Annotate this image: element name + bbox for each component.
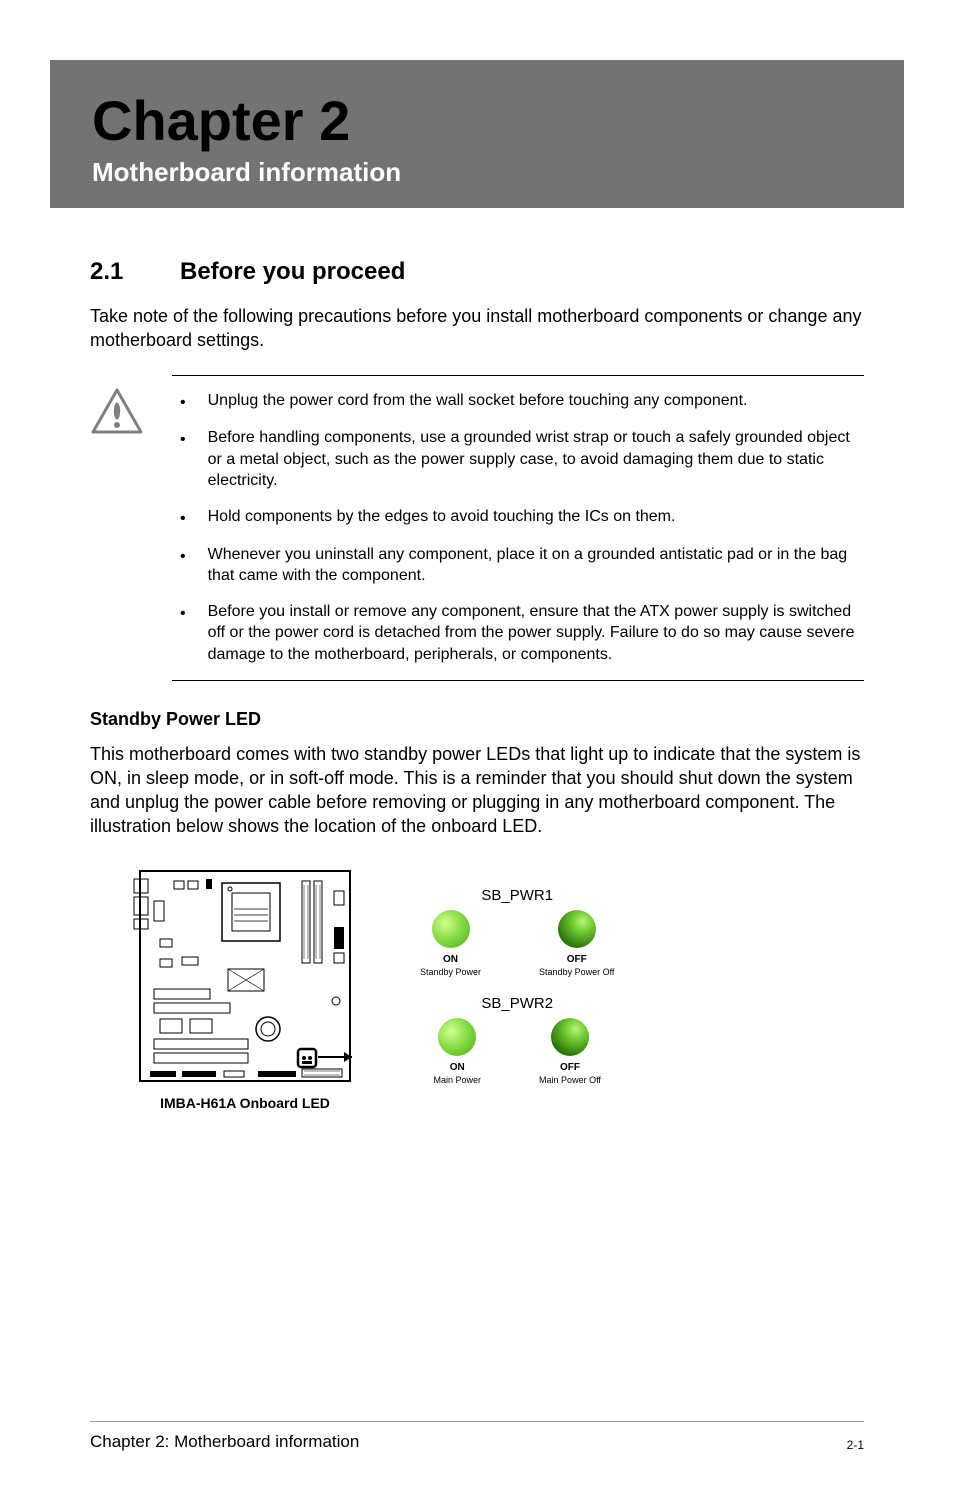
caution-bullet: • Unplug the power cord from the wall soc… (172, 390, 864, 414)
section-number: 2.1 (90, 258, 180, 286)
footer-left: Chapter 2: Motherboard information (90, 1432, 359, 1452)
led-group: SB_PWR2 ON Main Power OFF Main Power Off (420, 995, 614, 1085)
led-off-label: OFF (560, 1062, 580, 1073)
caution-bullet: • Whenever you uninstall any component, p… (172, 544, 864, 587)
chapter-title: Chapter 2 (92, 88, 862, 153)
led-on-icon (438, 1018, 476, 1056)
bullet-dot: • (180, 392, 186, 414)
caution-block: • Unplug the power cord from the wall soc… (90, 375, 864, 681)
led-on-label: ON (443, 954, 458, 965)
led-on-item: ON Main Power (434, 1018, 482, 1085)
led-on-icon (432, 910, 470, 948)
standby-led-body: This motherboard comes with two standby … (90, 742, 864, 839)
bullet-dot: • (180, 546, 186, 568)
bullet-dot: • (180, 603, 186, 625)
caution-bullet: • Before you install or remove any compon… (172, 601, 864, 666)
motherboard-diagram (130, 861, 360, 1091)
bullet-text: Hold components by the edges to avoid to… (208, 506, 676, 528)
section-intro: Take note of the following precautions b… (90, 304, 864, 353)
bullet-dot: • (180, 429, 186, 451)
standby-led-heading: Standby Power LED (90, 709, 864, 730)
led-row: ON Main Power OFF Main Power Off (420, 1018, 614, 1085)
led-off-desc: Standby Power Off (539, 967, 614, 977)
section-title: Before you proceed (180, 258, 405, 285)
caution-content: • Unplug the power cord from the wall soc… (172, 375, 864, 681)
led-off-icon (558, 910, 596, 948)
content-area: 2.1Before you proceed Take note of the f… (0, 208, 954, 1111)
footer-page-number: 2-1 (847, 1438, 864, 1452)
led-on-item: ON Standby Power (420, 910, 481, 977)
board-caption: IMBA-H61A Onboard LED (160, 1095, 330, 1111)
led-group-title: SB_PWR1 (420, 887, 614, 904)
page-footer: Chapter 2: Motherboard information 2-1 (90, 1421, 864, 1452)
chapter-header: Chapter 2 Motherboard information (50, 60, 904, 208)
led-group-title: SB_PWR2 (420, 995, 614, 1012)
figure-area: IMBA-H61A Onboard LED SB_PWR1 ON Standby… (90, 861, 864, 1111)
led-off-item: OFF Main Power Off (539, 1018, 601, 1085)
chapter-subtitle: Motherboard information (92, 157, 862, 188)
bullet-text: Whenever you uninstall any component, pl… (208, 544, 864, 587)
led-off-item: OFF Standby Power Off (539, 910, 614, 977)
section-heading: 2.1Before you proceed (90, 258, 864, 286)
led-on-desc: Main Power (434, 1075, 482, 1085)
led-off-icon (551, 1018, 589, 1056)
bullet-text: Unplug the power cord from the wall sock… (208, 390, 748, 412)
bullet-text: Before handling components, use a ground… (208, 427, 864, 492)
bullet-text: Before you install or remove any compone… (208, 601, 864, 666)
led-panel: SB_PWR1 ON Standby Power OFF Standby Pow… (420, 887, 614, 1085)
led-on-label: ON (450, 1062, 465, 1073)
caution-icon (90, 387, 144, 440)
caution-list: • Unplug the power cord from the wall soc… (172, 390, 864, 666)
board-diagram-wrap: IMBA-H61A Onboard LED (130, 861, 360, 1111)
caution-bullet: • Before handling components, use a groun… (172, 427, 864, 492)
led-group: SB_PWR1 ON Standby Power OFF Standby Pow… (420, 887, 614, 977)
led-on-desc: Standby Power (420, 967, 481, 977)
bullet-dot: • (180, 508, 186, 530)
led-row: ON Standby Power OFF Standby Power Off (420, 910, 614, 977)
caution-bullet: • Hold components by the edges to avoid t… (172, 506, 864, 530)
led-off-label: OFF (567, 954, 587, 965)
led-off-desc: Main Power Off (539, 1075, 601, 1085)
